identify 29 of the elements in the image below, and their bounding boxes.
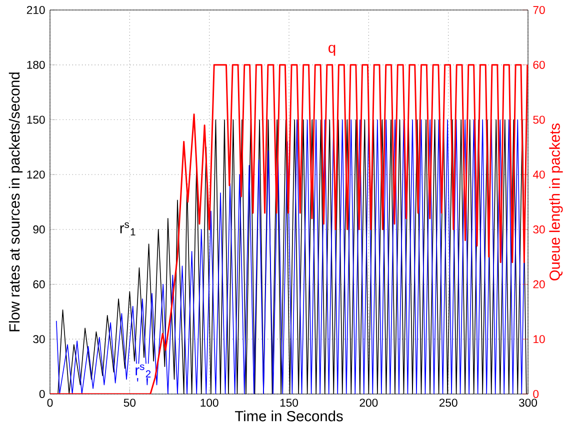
series-label: q [328,44,336,56]
y-tick-label: 210 [26,6,45,14]
y-tick-label: 120 [27,170,45,179]
y2-tick-label: 10 [534,335,545,344]
y-tick-label: 30 [33,335,45,344]
y2-tick-label: 40 [532,170,545,179]
y2-tick-label: 70 [533,6,545,14]
x-tick-label: 200 [360,398,378,407]
y2-tick-label: 30 [533,225,545,234]
x-tick-label: 100 [200,398,218,407]
y-tick-label: 0 [39,390,45,398]
x-tick-label: 250 [439,398,458,407]
x-tick-label: 150 [280,398,298,407]
y-tick-label: 150 [27,116,45,124]
series-label: r$^{s}$2 [136,364,151,378]
x-tick-label: 0 [47,398,53,407]
y-axis-title: Flow rates at sources in packets/second [8,72,23,332]
y2-tick-label: 0 [533,390,539,398]
series-label: r$^{s}$1 [120,222,136,236]
y-tick-label: 180 [27,60,45,69]
y2-tick-label: 60 [533,60,545,69]
y-tick-label: 60 [33,280,45,288]
x-axis-title: Time in Seconds [234,410,343,422]
y-tick-label: 90 [33,225,45,234]
x-tick-label: 50 [124,398,136,407]
x-tick-label: 300 [518,398,538,407]
y2-axis-title: Queue length in packets [549,123,563,280]
y2-tick-label: 20 [533,280,545,288]
y2-tick-label: 50 [533,116,545,124]
